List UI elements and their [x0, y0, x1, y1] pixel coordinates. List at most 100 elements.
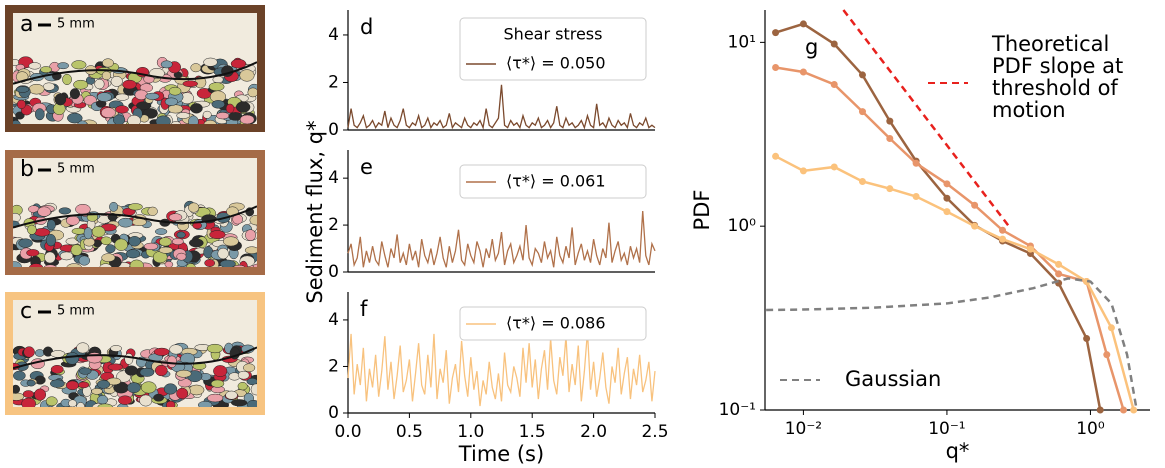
- data-point: [858, 71, 866, 79]
- pebble: [188, 202, 200, 213]
- pebble: [219, 259, 236, 269]
- legend-label: Theoretical PDF slope at threshold of mo…: [992, 32, 1124, 122]
- x-tick-label: 2.0: [580, 422, 607, 442]
- pebble: [44, 251, 56, 264]
- pebble: [207, 393, 224, 403]
- data-point: [999, 235, 1007, 243]
- pebble: [101, 71, 112, 81]
- x-axis-label: Time (s): [458, 442, 544, 466]
- scale-label: 5 mm: [57, 162, 95, 177]
- pebble: [62, 73, 72, 85]
- pebble: [68, 399, 77, 408]
- series-line: [347, 331, 656, 407]
- photo-frame: [5, 150, 265, 275]
- pebble: [166, 355, 177, 368]
- pebble: [237, 382, 248, 391]
- data-point: [858, 108, 866, 116]
- pebble: [83, 227, 93, 240]
- pebble: [42, 82, 55, 91]
- pebble: [127, 203, 143, 211]
- pebble: [58, 207, 72, 215]
- y-tick-label: 10¹: [728, 32, 756, 52]
- pebble: [101, 253, 116, 262]
- pebble: [230, 58, 247, 69]
- pebble: [26, 379, 36, 387]
- pebble: [45, 234, 56, 247]
- pebble: [70, 244, 83, 256]
- pebble: [176, 112, 191, 119]
- pebble: [168, 213, 183, 222]
- pebble: [46, 219, 56, 231]
- pebble: [213, 365, 228, 377]
- pebble: [54, 93, 67, 106]
- pebble: [235, 101, 251, 113]
- x-tick-label: 1.5: [519, 422, 546, 442]
- pebble: [65, 380, 79, 391]
- pebble: [27, 224, 37, 235]
- data-point: [971, 222, 979, 230]
- pebble: [75, 203, 91, 215]
- pebble: [155, 228, 168, 235]
- panel-label: e: [360, 155, 373, 179]
- pebble: [37, 206, 51, 217]
- pebble: [73, 79, 89, 90]
- data-point: [858, 178, 866, 186]
- pebble: [230, 399, 248, 407]
- pebble: [107, 363, 124, 371]
- pebble: [114, 238, 128, 251]
- data-point: [772, 152, 780, 160]
- legend-label: ⟨τ*⟩ = 0.086: [506, 314, 606, 333]
- pebble: [225, 390, 238, 400]
- series-line: [775, 155, 1135, 411]
- legend-label: ⟨τ*⟩ = 0.050: [506, 54, 606, 73]
- data-point: [1107, 324, 1115, 332]
- y-tick-label: 2: [328, 72, 339, 92]
- pebble: [65, 352, 80, 365]
- pebble: [34, 388, 47, 401]
- data-point: [1130, 406, 1138, 414]
- pebble: [136, 101, 152, 110]
- data-point: [999, 226, 1007, 234]
- y-tick-label: 2: [328, 215, 339, 235]
- panel-label: f: [360, 297, 368, 321]
- data-point: [772, 29, 780, 37]
- pebble: [59, 251, 74, 261]
- data-point: [943, 194, 951, 202]
- pebble: [176, 252, 187, 261]
- pebble: [202, 110, 212, 119]
- pebble: [153, 393, 165, 402]
- pebble: [159, 237, 172, 247]
- pebble: [57, 62, 69, 70]
- pebble: [28, 62, 42, 70]
- pebble: [76, 342, 90, 354]
- data-point: [886, 134, 894, 142]
- pebble: [188, 238, 204, 248]
- pebble: [164, 97, 179, 106]
- pebble: [237, 370, 250, 380]
- pebble: [164, 261, 174, 268]
- data-point: [943, 208, 951, 216]
- pebble: [209, 230, 226, 240]
- pebble: [100, 236, 112, 246]
- pebble: [77, 381, 90, 389]
- data-point: [886, 117, 894, 125]
- data-point: [886, 185, 894, 193]
- pebble: [16, 86, 30, 93]
- data-point: [1026, 245, 1034, 253]
- data-point: [830, 40, 838, 48]
- pebble: [243, 363, 256, 373]
- data-point: [799, 68, 807, 76]
- pebble: [160, 60, 173, 69]
- pebble: [91, 225, 106, 238]
- pebble: [115, 93, 130, 101]
- pebble: [16, 99, 26, 109]
- pebble: [145, 92, 160, 100]
- y-tick-label: 4: [328, 168, 339, 188]
- series-line: [347, 84, 656, 130]
- pebble: [176, 387, 189, 400]
- pebble: [211, 100, 225, 109]
- pebble: [118, 217, 134, 228]
- pebble: [97, 395, 109, 405]
- y-tick-label: 2: [328, 356, 339, 376]
